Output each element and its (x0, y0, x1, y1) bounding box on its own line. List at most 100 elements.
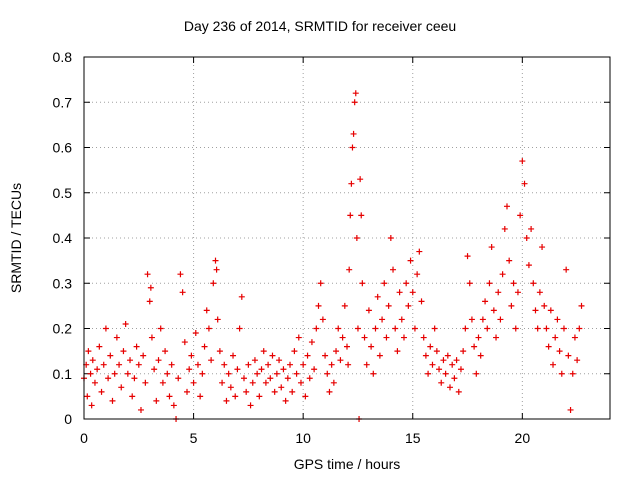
data-point (273, 370, 280, 377)
data-point (276, 357, 283, 364)
data-point (225, 370, 232, 377)
data-point (381, 280, 388, 287)
data-point (122, 320, 129, 327)
data-point (142, 379, 149, 386)
data-point (88, 402, 95, 409)
data-point (490, 307, 497, 314)
data-point (523, 235, 530, 241)
data-point (493, 334, 500, 341)
data-point (184, 388, 191, 395)
data-point (96, 343, 103, 350)
data-point (84, 393, 91, 400)
data-point (319, 316, 326, 323)
data-point (308, 339, 315, 346)
data-point (361, 334, 368, 341)
data-point (379, 316, 386, 323)
data-point (247, 402, 254, 409)
x-axis-label: GPS time / hours (293, 456, 401, 472)
data-point (484, 325, 491, 332)
data-point (508, 302, 515, 309)
data-point (495, 289, 502, 296)
data-point (297, 379, 304, 386)
data-point (569, 370, 576, 377)
data-point (238, 293, 245, 300)
data-point (155, 357, 162, 364)
y-tick-label: 0.8 (53, 49, 73, 65)
data-point (89, 357, 96, 364)
data-point (350, 130, 357, 137)
data-point (376, 352, 383, 359)
data-point (243, 388, 250, 395)
y-tick-label: 0.5 (53, 185, 73, 201)
data-point (497, 316, 504, 323)
data-point (124, 370, 131, 377)
data-point (416, 248, 423, 255)
data-point (313, 325, 320, 332)
data-point (354, 325, 361, 332)
data-point (477, 352, 484, 359)
data-point (133, 343, 140, 350)
data-point (306, 375, 313, 382)
data-point (324, 370, 331, 377)
data-point (466, 280, 473, 287)
data-point (574, 357, 581, 364)
data-point (322, 352, 329, 359)
data-point (353, 235, 360, 241)
data-point (151, 366, 158, 373)
data-point (278, 384, 285, 391)
data-point (100, 361, 107, 368)
data-point (578, 302, 585, 309)
data-point (208, 357, 215, 364)
data-point (181, 339, 188, 346)
data-point (479, 316, 486, 323)
data-point (403, 280, 410, 287)
data-point (462, 325, 469, 332)
data-point (501, 225, 508, 232)
data-point (436, 366, 443, 373)
data-point (464, 253, 471, 260)
data-point (194, 361, 201, 368)
data-point (440, 357, 447, 364)
data-points (81, 90, 585, 422)
data-point (427, 343, 434, 350)
data-point (392, 325, 399, 332)
data-point (291, 348, 298, 355)
data-point (159, 379, 166, 386)
data-point (349, 144, 356, 151)
data-point (219, 379, 226, 386)
data-point (545, 343, 552, 350)
data-point (168, 361, 175, 368)
data-point (221, 361, 228, 368)
data-point (400, 334, 407, 341)
data-point (541, 302, 548, 309)
data-point (411, 325, 418, 332)
data-point (326, 388, 333, 395)
data-point (409, 289, 416, 296)
data-point (284, 375, 291, 382)
data-point (455, 388, 462, 395)
data-point (482, 298, 489, 305)
data-point (414, 271, 421, 278)
data-point (258, 366, 265, 373)
data-point (333, 348, 340, 355)
grid-lines (84, 57, 610, 419)
data-point (534, 325, 541, 332)
data-point (113, 334, 120, 341)
data-point (289, 388, 296, 395)
data-point (346, 266, 353, 273)
data-point (449, 361, 456, 368)
data-point (94, 366, 101, 373)
data-point (558, 370, 565, 377)
data-point (199, 370, 206, 377)
data-point (260, 348, 267, 355)
data-point (177, 271, 184, 278)
data-point (293, 370, 300, 377)
data-point (407, 257, 414, 264)
data-point (234, 366, 241, 373)
y-axis-label: SRMTID / TECUs (8, 182, 24, 294)
data-point (240, 375, 247, 382)
data-point (418, 298, 425, 305)
data-point (499, 271, 506, 278)
data-point (344, 343, 350, 350)
y-tick-label: 0.4 (53, 230, 73, 246)
